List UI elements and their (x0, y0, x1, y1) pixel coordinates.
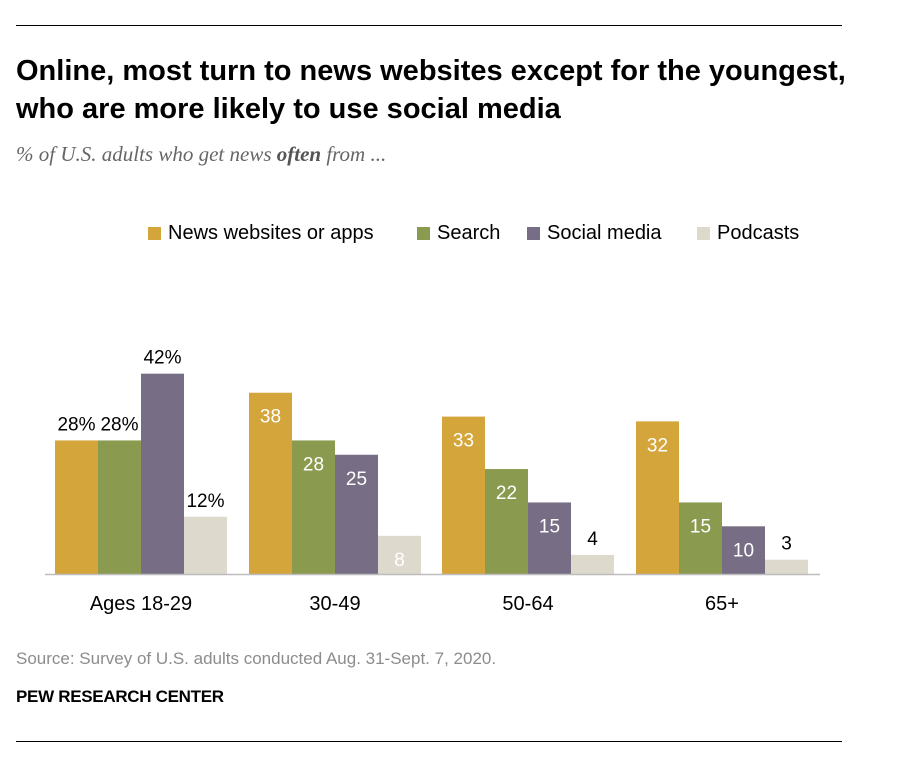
legend-item-podcasts: Podcasts (697, 222, 799, 245)
subtitle-prefix: % of U.S. adults who get news (16, 142, 277, 166)
data-label-podcasts-18-29: 12% (186, 491, 224, 512)
bar-podcasts-50-64 (571, 554, 614, 574)
data-label-social-media-65-plus: 10 (733, 540, 754, 561)
chart-title: Online, most turn to news websites excep… (16, 55, 846, 125)
legend-swatch-news-websites (148, 227, 161, 240)
x-tick-label-65-plus: 65+ (705, 593, 739, 615)
data-label-news-websites-30-49: 38 (260, 407, 281, 428)
legend-swatch-podcasts (697, 227, 710, 240)
bar-news-websites-30-49 (249, 392, 292, 574)
x-tick-label-18-29: Ages 18-29 (90, 593, 192, 615)
bar-search-50-64 (485, 469, 528, 574)
legend-swatch-search (417, 227, 430, 240)
data-label-social-media-18-29: 42% (143, 348, 181, 369)
data-label-news-websites-65-plus: 32 (647, 435, 668, 456)
bar-chart: 28% 28% 42% 12% Ages 18-29 38 28 25 8 30-49 33 22 15… (45, 348, 820, 615)
subtitle-suffix: from ... (321, 142, 387, 166)
bar-podcasts-18-29 (184, 516, 227, 574)
x-tick-label-50-64: 50-64 (502, 593, 553, 615)
data-label-podcasts-65-plus: 3 (781, 534, 792, 555)
data-label-search-50-64: 22 (496, 483, 517, 504)
data-label-search-18-29: 28% (100, 414, 138, 435)
bar-news-websites-18-29 (55, 440, 98, 574)
data-label-search-30-49: 28 (303, 454, 324, 475)
legend-label-search: Search (437, 222, 501, 244)
legend-label-news-websites: News websites or apps (168, 222, 374, 244)
legend-item-news-websites: News websites or apps (148, 222, 374, 245)
data-label-podcasts-50-64: 4 (587, 529, 598, 550)
x-tick-label-30-49: 30-49 (309, 593, 360, 615)
bar-search-18-29 (98, 440, 141, 574)
bar-podcasts-30-49 (378, 535, 421, 574)
brand-logo-text: PEW RESEARCH CENTER (16, 687, 224, 706)
bar-podcasts-65-plus (765, 559, 808, 574)
data-label-podcasts-30-49: 8 (394, 550, 405, 571)
bar-social-media-50-64 (528, 502, 571, 574)
chart-legend: News websites or apps Search Social medi… (0, 220, 898, 248)
bar-news-websites-65-plus (636, 421, 679, 574)
bar-social-media-30-49 (335, 454, 378, 574)
legend-item-social-media: Social media (527, 222, 662, 245)
bar-social-media-18-29 (141, 373, 184, 574)
subtitle-emphasis: often (276, 142, 322, 166)
bar-search-30-49 (292, 440, 335, 574)
bar-search-65-plus (679, 502, 722, 574)
data-label-social-media-50-64: 15 (539, 516, 560, 537)
bottom-rule (16, 741, 842, 742)
chart-subtitle: % of U.S. adults who get news often from… (16, 142, 386, 167)
data-label-search-65-plus: 15 (690, 516, 711, 537)
data-label-news-websites-50-64: 33 (453, 431, 474, 452)
top-rule (16, 25, 842, 26)
bar-social-media-65-plus (722, 526, 765, 574)
data-label-news-websites-18-29: 28% (57, 414, 95, 435)
data-label-social-media-30-49: 25 (346, 469, 367, 490)
legend-swatch-social-media (527, 227, 540, 240)
legend-item-search: Search (417, 222, 500, 245)
legend-label-social-media: Social media (547, 222, 662, 244)
source-note: Source: Survey of U.S. adults conducted … (16, 649, 497, 668)
bar-news-websites-50-64 (442, 416, 485, 574)
legend-label-podcasts: Podcasts (717, 222, 800, 244)
